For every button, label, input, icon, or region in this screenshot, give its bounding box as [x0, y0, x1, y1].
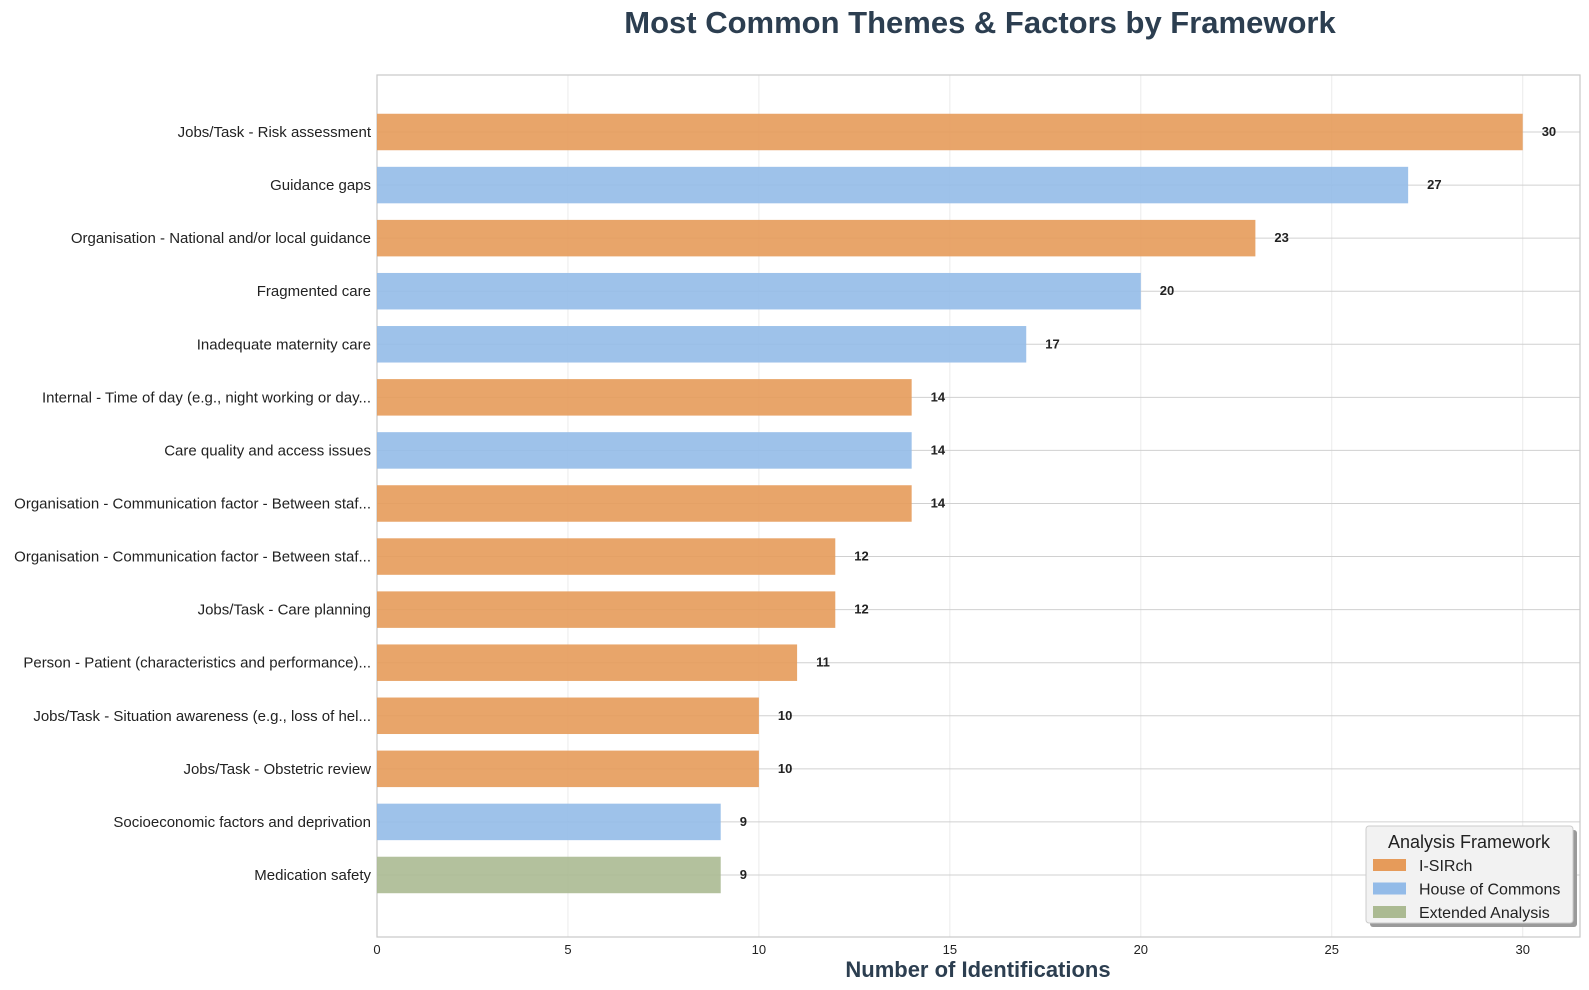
category-label: Internal - Time of day (e.g., night work…: [42, 389, 371, 406]
data-label: 30: [1542, 124, 1556, 139]
legend-label: Extended Analysis: [1419, 905, 1550, 922]
legend-box: [1365, 825, 1574, 924]
data-label: 9: [740, 867, 747, 882]
category-label: Socioeconomic factors and deprivation: [113, 814, 371, 831]
category-label: Medication safety: [254, 867, 371, 884]
data-label: 10: [778, 708, 792, 723]
bar: [377, 219, 1256, 257]
category-label: Organisation - Communication factor - Be…: [14, 495, 371, 512]
x-axis-ticks: 0 5 10 15 20 25 30: [373, 942, 1530, 957]
category-label: Organisation - National and/or local gui…: [71, 230, 371, 247]
data-label: 23: [1274, 230, 1288, 245]
category-label: Guidance gaps: [270, 177, 371, 194]
category-label: Jobs/Task - Obstetric review: [183, 761, 371, 778]
category-labels: Jobs/Task - Risk assessment Guidance gaps…: [14, 124, 372, 884]
data-label: 20: [1160, 283, 1174, 298]
category-label: Fragmented care: [257, 283, 371, 300]
bar: [377, 750, 759, 788]
data-label: 14: [931, 389, 946, 404]
bar: [377, 803, 721, 841]
x-tick-label: 10: [752, 942, 766, 957]
data-label: 27: [1427, 177, 1441, 192]
data-labels: 30 27 23 20 17 14 14 14 12 12 11 10 10 9 9: [740, 124, 1556, 882]
bar: [377, 485, 912, 522]
legend-label: House of Commons: [1419, 882, 1560, 899]
data-label: 12: [854, 549, 868, 564]
category-label: Care quality and access issues: [164, 442, 371, 459]
legend-title: Analysis Framework: [1388, 832, 1551, 852]
chart-title: Most Common Themes & Factors by Framewor…: [624, 5, 1336, 40]
bar: [377, 166, 1409, 204]
x-tick-label: 30: [1515, 942, 1529, 957]
data-label: 14: [931, 442, 946, 457]
category-label: Jobs/Task - Care planning: [198, 602, 371, 619]
x-tick-label: 20: [1134, 942, 1148, 957]
data-label: 14: [931, 495, 946, 510]
category-label: Inadequate maternity care: [197, 336, 371, 353]
x-tick-label: 5: [564, 942, 571, 957]
category-label: Jobs/Task - Situation awareness (e.g., l…: [33, 708, 371, 725]
data-label: 9: [740, 814, 747, 829]
bar: [377, 644, 798, 681]
bars: [377, 113, 1523, 894]
category-label: Jobs/Task - Risk assessment: [178, 124, 372, 141]
x-axis-title: Number of Identifications: [845, 957, 1110, 982]
legend-label: I-SIRch: [1419, 858, 1472, 875]
category-label: Person - Patient (characteristics and pe…: [23, 655, 371, 672]
category-label: Organisation - Communication factor - Be…: [14, 549, 371, 566]
bar: [377, 856, 721, 894]
x-tick-label: 0: [373, 942, 380, 957]
data-label: 12: [854, 602, 868, 617]
bar: [377, 379, 912, 416]
bar: [377, 326, 1027, 363]
data-label: 10: [778, 761, 792, 776]
bar: [377, 538, 836, 575]
legend-swatch: [1373, 906, 1406, 918]
bar: [377, 432, 912, 469]
legend-entries: I-SIRch House of Commons Extended Analysis: [1373, 858, 1560, 922]
x-tick-label: 25: [1325, 942, 1339, 957]
bar: [377, 272, 1141, 310]
legend-swatch: [1373, 859, 1406, 871]
bar: [377, 591, 836, 628]
bar: [377, 113, 1523, 151]
data-label: 17: [1045, 336, 1059, 351]
legend: Analysis Framework I-SIRch House of Commo…: [1365, 825, 1577, 927]
x-tick-label: 15: [943, 942, 957, 957]
data-label: 11: [816, 655, 830, 670]
bar: [377, 697, 759, 735]
legend-swatch: [1373, 882, 1406, 895]
